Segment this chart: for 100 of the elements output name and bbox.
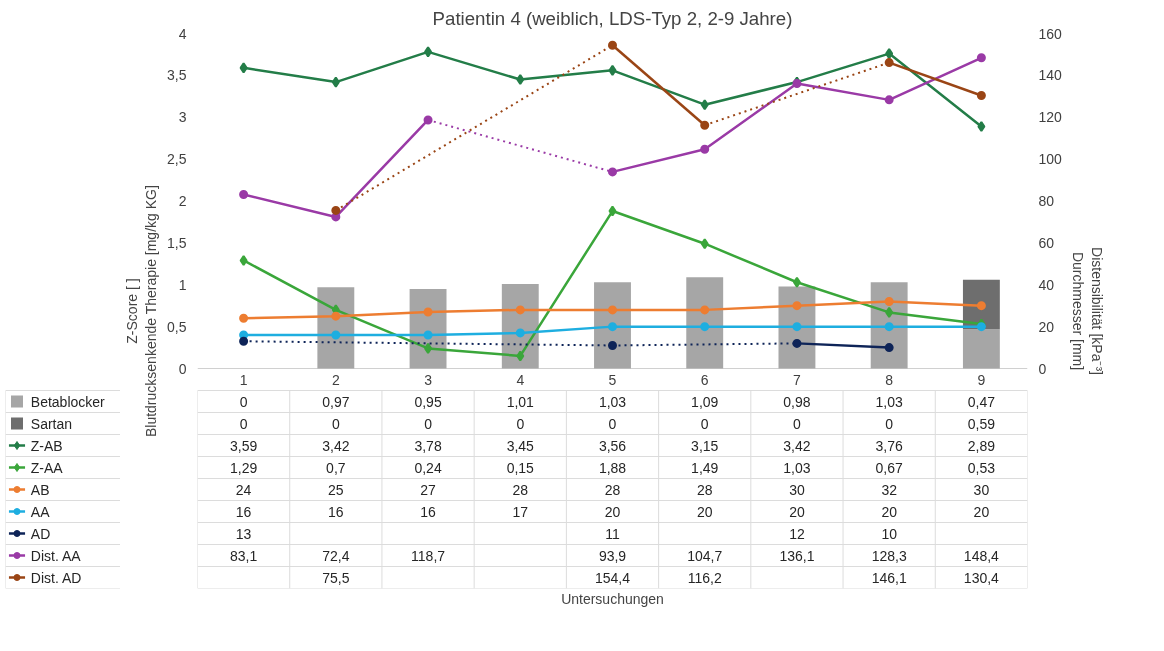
data-label: 0 <box>239 393 248 410</box>
data-label: 20 <box>973 503 990 520</box>
data-label: 32 <box>881 481 898 498</box>
data-label: 0 <box>516 415 525 432</box>
legend-label: Dist. AA <box>30 547 82 564</box>
data-label: 75,5 <box>322 569 350 586</box>
data-label: 11 <box>605 525 620 542</box>
data-label: 2,89 <box>967 437 996 454</box>
data-label: 20 <box>696 503 713 520</box>
x-tick-label: 2 <box>331 371 340 388</box>
data-label: 146,1 <box>871 569 907 586</box>
data-label: 24 <box>235 481 252 498</box>
x-tick-label: 7 <box>793 371 802 388</box>
y2-axis-title: Distensibilität [kPa⁻³] Durchmesser [mm] <box>1069 247 1106 375</box>
data-label: 25 <box>328 481 344 498</box>
legend-label: Betablocker <box>30 393 106 410</box>
data-label: 1,01 <box>506 393 535 410</box>
data-label: 0,7 <box>326 459 346 476</box>
y2-tick-label: 40 <box>1038 276 1055 293</box>
data-label: 93,9 <box>598 547 627 564</box>
y2-tick-label: 100 <box>1038 151 1063 168</box>
data-label: 1,88 <box>598 459 627 476</box>
data-label: 154,4 <box>594 569 631 586</box>
y-tick-label: 3 <box>178 109 187 126</box>
data-label: 72,4 <box>322 547 350 564</box>
y2-tick-label: 20 <box>1038 318 1055 335</box>
data-label: 0,95 <box>414 393 442 410</box>
data-label: 3,42 <box>783 437 811 454</box>
data-label: 16 <box>235 503 252 520</box>
y-tick-label: 0 <box>178 360 187 377</box>
data-label: 1,49 <box>691 459 719 476</box>
data-label: 20 <box>881 503 898 520</box>
data-label: 0 <box>331 415 340 432</box>
y2-tick-label: 80 <box>1038 193 1055 209</box>
data-label: 1,29 <box>229 459 258 476</box>
x-tick-label: 5 <box>608 371 617 388</box>
x-tick-label: 1 <box>239 371 248 388</box>
legend-label: Z-AA <box>30 459 64 476</box>
y-tick-label: 1,5 <box>167 234 187 251</box>
data-label: 12 <box>789 525 805 542</box>
text: Untersuchungen <box>561 590 664 607</box>
y2-tick-label: 0 <box>1038 360 1047 377</box>
y-axis-title: Z-Score [ ] Blutdrucksenkende Therapie [mg/kg KG] <box>123 185 160 438</box>
chart-title: Patientin 4 (weiblich, LDS-Typ 2, 2-9 Jahre) <box>432 7 793 29</box>
data-label: 3,78 <box>414 437 442 454</box>
data-label: 148,4 <box>963 547 1000 564</box>
data-label: 0 <box>239 415 248 432</box>
data-label: 16 <box>328 503 344 520</box>
data-label: 0 <box>700 415 709 432</box>
legend-label: Sartan <box>30 415 73 432</box>
data-label: 3,15 <box>691 437 719 454</box>
data-label: 20 <box>604 503 621 520</box>
x-tick-label: 8 <box>885 371 894 388</box>
data-label: 3,56 <box>598 437 627 454</box>
data-label: 130,4 <box>963 569 1000 586</box>
data-label: 128,3 <box>871 547 907 564</box>
data-label: 30 <box>973 481 990 498</box>
data-label: 20 <box>789 503 805 520</box>
data-label: 0,24 <box>414 459 442 476</box>
y-tick-label: 2,5 <box>167 151 187 168</box>
data-label: 83,1 <box>229 547 258 564</box>
data-label: 1,03 <box>783 459 811 476</box>
data-label: 0 <box>608 415 617 432</box>
data-label: 0,98 <box>783 393 811 410</box>
data-label: 104,7 <box>687 547 723 564</box>
data-label: 28 <box>512 481 529 498</box>
x-tick-label: 3 <box>424 371 433 388</box>
data-label: 0 <box>885 415 894 432</box>
data-label: 0 <box>424 415 433 432</box>
data-label: 17 <box>512 503 529 520</box>
data-label: 1,09 <box>691 393 719 410</box>
data-label: 0,97 <box>322 393 350 410</box>
data-label: 1,03 <box>875 393 903 410</box>
data-label: 1,03 <box>598 393 627 410</box>
data-label: 0,47 <box>967 393 996 410</box>
data-label: 118,7 <box>411 547 446 564</box>
x-tick-label: 6 <box>700 371 709 388</box>
legend-label: Dist. AD <box>30 569 82 586</box>
data-label: 3,45 <box>506 437 535 454</box>
data-label: 136,1 <box>779 547 815 564</box>
data-label: 0,15 <box>506 459 535 476</box>
data-label: 16 <box>420 503 437 520</box>
data-label: 3,59 <box>229 437 258 454</box>
data-label: 27 <box>420 481 437 498</box>
legend-label: AA <box>30 503 51 520</box>
y-tick-label: 3,5 <box>167 67 187 84</box>
y2-tick-label: 120 <box>1038 109 1063 126</box>
data-label: 28 <box>696 481 713 498</box>
legend-label: Z-AB <box>30 437 63 454</box>
data-label: 10 <box>881 525 898 542</box>
y-tick-label: 0,5 <box>167 318 187 335</box>
data-label: 13 <box>235 525 252 542</box>
x-tick-label: 4 <box>516 371 525 388</box>
data-label: 116,2 <box>687 569 722 586</box>
legend-label: AB <box>30 481 50 498</box>
y-tick-label: 4 <box>178 25 187 42</box>
legend-label: AD <box>30 525 51 542</box>
data-label: 0,59 <box>967 415 996 432</box>
data-label: 0,67 <box>875 459 903 476</box>
data-label: 30 <box>789 481 805 498</box>
